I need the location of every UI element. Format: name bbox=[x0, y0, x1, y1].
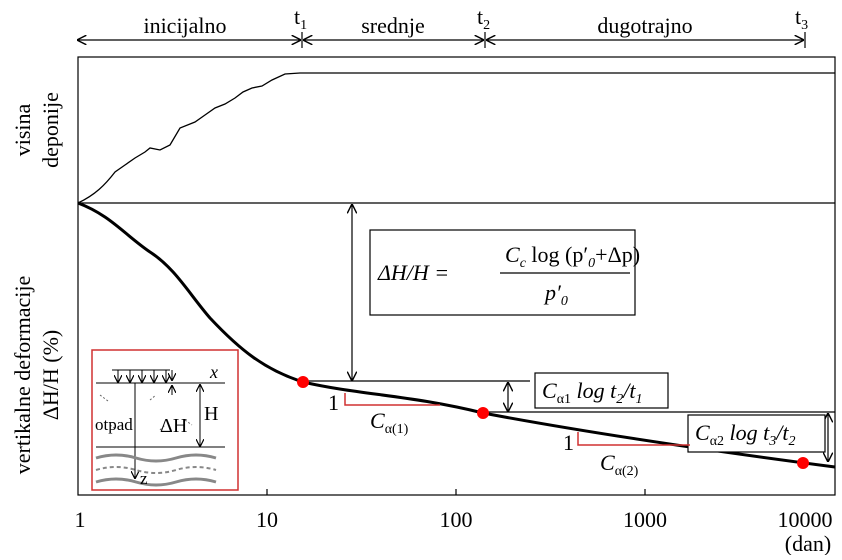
formula-numerator: Cc log (p′0+Δp) bbox=[505, 242, 640, 271]
x-unit: (dan) bbox=[785, 531, 831, 555]
y-label: ΔH/H (%) bbox=[38, 330, 63, 421]
formula-denominator: p′0 bbox=[543, 280, 568, 309]
time-mark: t1 bbox=[294, 4, 307, 33]
inset-waste: otpad bbox=[95, 415, 133, 434]
inset-x: x bbox=[209, 362, 218, 382]
slope-label: Cα(2) bbox=[600, 450, 639, 479]
x-tick-label: 100 bbox=[440, 507, 473, 532]
points bbox=[297, 376, 809, 469]
inset-h: H bbox=[204, 403, 218, 425]
time-mark: t2 bbox=[477, 4, 490, 33]
y-label: deponije bbox=[38, 92, 63, 168]
phase-labels: inicijalno srednje dugotrajno t1 t2 t3 bbox=[143, 4, 808, 38]
x-tick-label: 1000 bbox=[623, 507, 667, 532]
slope-marks bbox=[344, 393, 690, 446]
formula-a2: Cα2 log t3/t2 bbox=[695, 420, 796, 449]
formula-lhs: ΔH/H = bbox=[377, 260, 449, 285]
slope-one: 1 bbox=[328, 390, 339, 415]
x-tick-label: 10 bbox=[256, 507, 278, 532]
formula-a1: Cα1 log t2/t1 bbox=[542, 378, 643, 407]
y-labels: visina deponije vertikalne deformacije Δ… bbox=[10, 92, 63, 474]
inset: x H ΔH otpad z bbox=[91, 349, 239, 491]
phase: dugotrajno bbox=[597, 13, 692, 38]
x-ticks: 1 10 100 1000 10000 (dan) bbox=[75, 507, 833, 556]
phase: inicijalno bbox=[143, 13, 226, 38]
y-label: visina bbox=[10, 103, 35, 156]
height-curve bbox=[77, 72, 835, 204]
slope-label: Cα(1) bbox=[370, 408, 409, 437]
time-mark: t3 bbox=[795, 4, 808, 33]
y-label: vertikalne deformacije bbox=[10, 276, 35, 475]
phase: srednje bbox=[361, 13, 425, 38]
annotations bbox=[303, 205, 835, 461]
slope-one: 1 bbox=[563, 430, 574, 455]
x-tick-label: 10000 bbox=[778, 507, 833, 532]
x-tick-label: 1 bbox=[75, 507, 86, 532]
frame bbox=[78, 32, 836, 496]
inset-dh: ΔH bbox=[160, 415, 187, 437]
inset-z: z bbox=[140, 469, 148, 488]
